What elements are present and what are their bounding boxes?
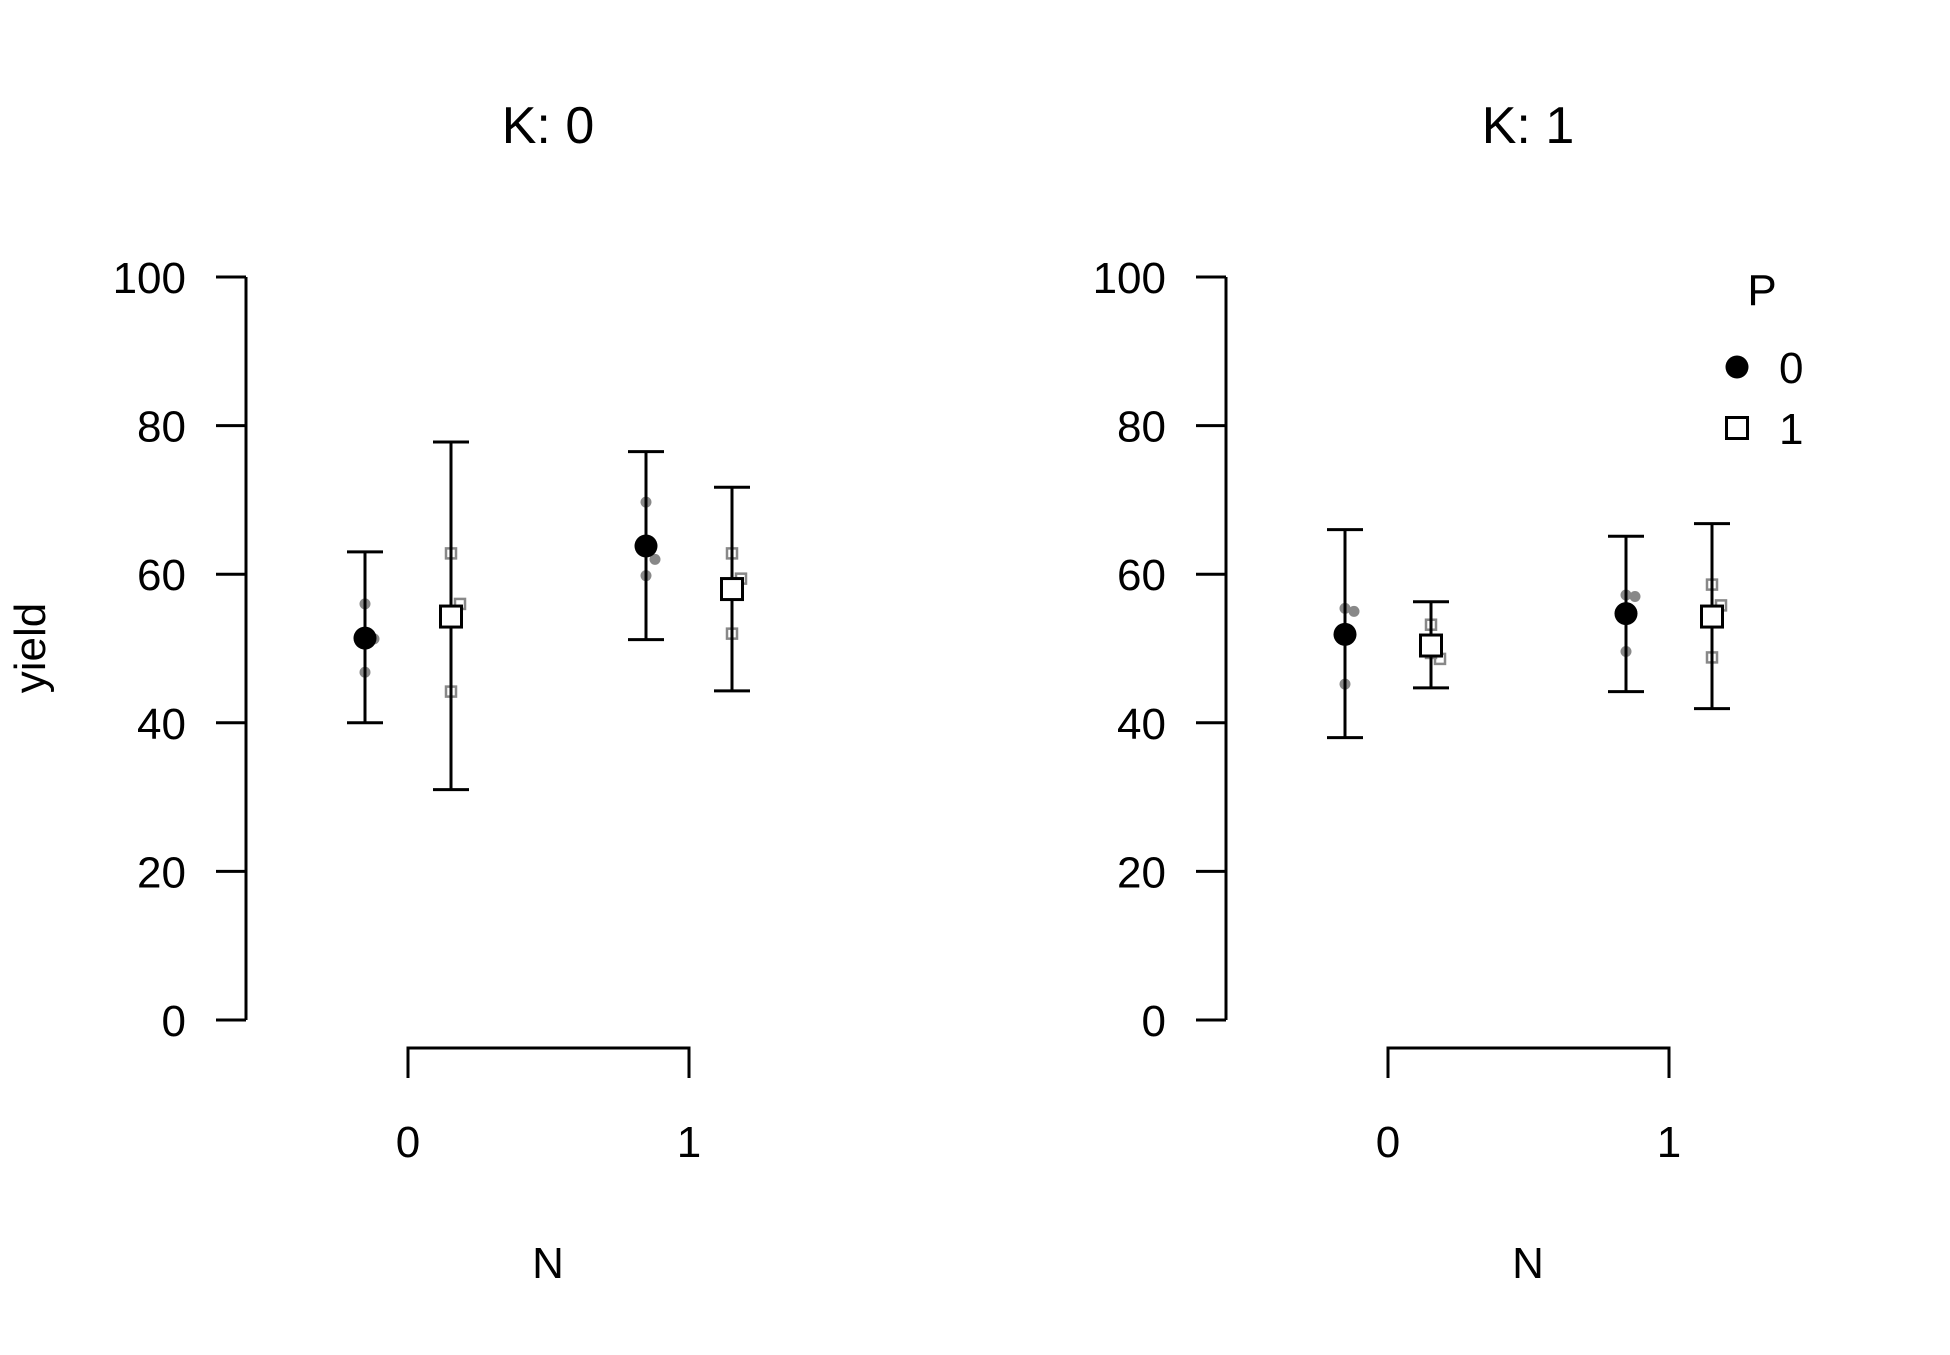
mean-point bbox=[634, 534, 658, 558]
panel-title: K: 0 bbox=[502, 97, 595, 155]
x-tick-label: 1 bbox=[677, 1118, 701, 1167]
y-tick-label: 80 bbox=[1117, 403, 1166, 452]
raw-point bbox=[1348, 605, 1360, 617]
x-tick-label: 1 bbox=[1657, 1118, 1681, 1167]
x-axis-label: N bbox=[1512, 1239, 1544, 1288]
x-tick-label: 0 bbox=[1376, 1118, 1400, 1167]
y-tick-label: 0 bbox=[162, 997, 186, 1046]
y-axis-label: yield bbox=[6, 603, 55, 694]
x-tick-label: 0 bbox=[396, 1118, 420, 1167]
y-tick-label: 40 bbox=[137, 700, 186, 749]
mean-point bbox=[439, 604, 463, 629]
y-tick-label: 100 bbox=[113, 254, 186, 303]
mean-point bbox=[1419, 633, 1443, 658]
legend-title: P bbox=[1747, 266, 1776, 315]
raw-point bbox=[1629, 590, 1641, 602]
x-axis-bracket bbox=[1386, 1046, 1671, 1078]
y-tick-label: 60 bbox=[137, 551, 186, 600]
mean-point bbox=[1614, 602, 1638, 626]
y-tick-label: 20 bbox=[1117, 848, 1166, 897]
y-tick-label: 40 bbox=[1117, 700, 1166, 749]
mean-point bbox=[1700, 604, 1724, 629]
mean-point bbox=[720, 577, 744, 602]
legend-marker bbox=[1725, 355, 1749, 379]
panel-title: K: 1 bbox=[1482, 97, 1575, 155]
y-tick-label: 100 bbox=[1093, 254, 1166, 303]
y-tick-label: 60 bbox=[1117, 551, 1166, 600]
mean-point bbox=[1333, 622, 1357, 646]
legend-label: 0 bbox=[1779, 344, 1803, 393]
y-tick-label: 20 bbox=[137, 848, 186, 897]
y-tick-label: 80 bbox=[137, 403, 186, 452]
y-tick-label: 0 bbox=[1142, 997, 1166, 1046]
raw-point bbox=[649, 553, 661, 565]
mean-point bbox=[353, 626, 377, 650]
x-axis-bracket bbox=[406, 1046, 691, 1078]
legend-marker bbox=[1725, 416, 1749, 440]
x-axis-label: N bbox=[532, 1239, 564, 1288]
legend-label: 1 bbox=[1779, 405, 1803, 454]
